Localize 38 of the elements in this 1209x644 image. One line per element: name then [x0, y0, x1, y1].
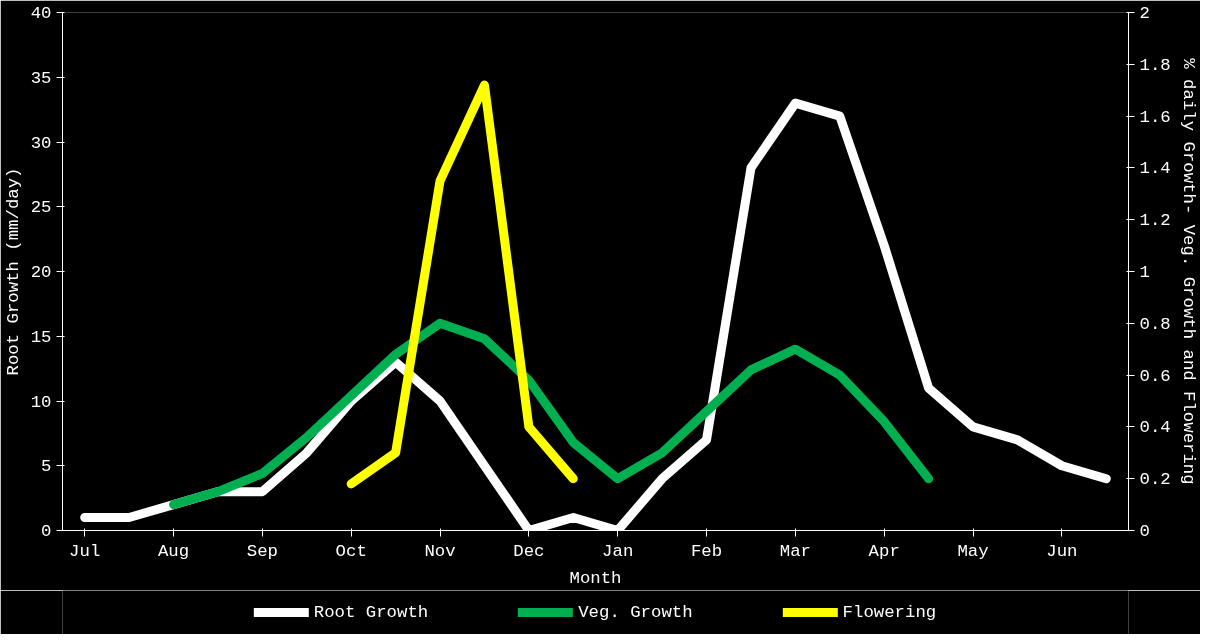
- y-tick-label: 0: [41, 522, 52, 541]
- x-tick-label: Oct: [335, 541, 367, 561]
- x-tick-label: Jun: [1046, 541, 1078, 561]
- y2-tick-label: 0.2: [1139, 470, 1171, 490]
- y2-tick-label: 0.6: [1139, 366, 1171, 386]
- y2-tick-label: 1.2: [1139, 211, 1171, 231]
- legend-label: Root Growth: [313, 602, 429, 622]
- x-tick-label: Mar: [779, 541, 811, 561]
- y-tick-label: 35: [30, 68, 52, 88]
- y-axis-title: Root Growth (mm/day): [3, 167, 23, 376]
- y2-tick-label: 1: [1139, 263, 1150, 282]
- legend-label: Flowering: [842, 602, 937, 622]
- y-tick-label: 40: [30, 4, 52, 23]
- x-tick-label: Aug: [157, 541, 190, 561]
- x-tick-label: May: [957, 541, 989, 561]
- x-tick-label: Feb: [690, 541, 723, 561]
- x-tick-label: Sep: [246, 541, 278, 561]
- y-tick-label: 25: [30, 198, 52, 218]
- y2-tick-label: 1.8: [1139, 55, 1171, 75]
- x-axis-title: Month: [569, 568, 622, 588]
- legend-label: Veg. Growth: [578, 602, 693, 622]
- y2-tick-label: 1.4: [1139, 159, 1171, 179]
- y-tick-label: 15: [30, 327, 52, 347]
- y-tick-label: 10: [30, 392, 52, 412]
- y2-tick-label: 0.4: [1139, 418, 1171, 438]
- x-tick-label: Jan: [602, 541, 634, 561]
- y2-axis-title: % daily Growth- Veg. Growth and Flowering: [1178, 58, 1198, 485]
- x-tick-label: Nov: [424, 541, 456, 561]
- y2-tick-label: 0.8: [1139, 314, 1171, 334]
- y2-tick-label: 2: [1139, 4, 1150, 23]
- x-tick-label: Dec: [513, 541, 545, 561]
- y-tick-label: 5: [41, 457, 52, 477]
- y-tick-label: 30: [30, 133, 52, 153]
- x-tick-label: Apr: [868, 541, 900, 561]
- y2-tick-label: 1.6: [1139, 107, 1171, 127]
- y-tick-label: 20: [30, 263, 52, 282]
- x-tick-label: Jul: [69, 541, 101, 561]
- y2-tick-label: 0: [1139, 522, 1150, 541]
